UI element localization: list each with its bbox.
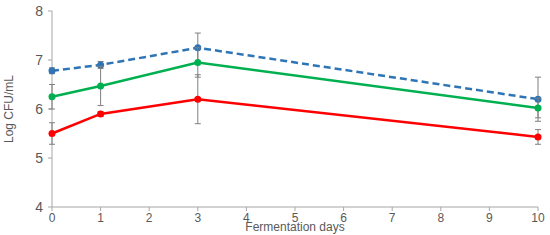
- error-cap: [49, 122, 55, 123]
- x-tick-label: 9: [486, 211, 493, 225]
- marker: [49, 130, 56, 137]
- error-cap: [535, 77, 541, 78]
- y-tick-label: 5: [35, 150, 43, 166]
- error-bar: [49, 68, 55, 74]
- marker: [97, 82, 104, 89]
- error-bar: [98, 66, 104, 105]
- error-cap: [98, 105, 104, 106]
- error-cap: [195, 123, 201, 124]
- error-cap: [98, 66, 104, 67]
- chart: 45678012345678910Fermentation daysLog CF…: [0, 0, 550, 235]
- x-tick-label: 8: [437, 211, 444, 225]
- error-bar: [195, 75, 201, 124]
- error-cap: [49, 144, 55, 145]
- x-tick-label: 0: [49, 211, 56, 225]
- y-tick: [48, 158, 52, 159]
- marker: [49, 67, 56, 74]
- error-bar: [195, 48, 201, 77]
- marker: [49, 93, 56, 100]
- error-cap: [195, 47, 201, 48]
- marker: [535, 133, 542, 140]
- x-tick-label: 10: [531, 211, 545, 225]
- x-tick-label: 2: [146, 211, 153, 225]
- error-bar: [49, 85, 55, 110]
- series-line: [52, 62, 538, 108]
- y-tick-label: 7: [35, 52, 43, 68]
- error-bar: [535, 130, 541, 145]
- error-cap: [535, 98, 541, 99]
- error-cap: [535, 117, 541, 118]
- error-cap: [49, 84, 55, 85]
- marker: [194, 59, 201, 66]
- marker: [97, 110, 104, 117]
- error-cap: [195, 74, 201, 75]
- marker: [535, 105, 542, 112]
- error-cap: [195, 33, 201, 34]
- error-cap: [535, 129, 541, 130]
- x-tick-label: 7: [389, 211, 396, 225]
- y-tick-label: 6: [35, 101, 43, 117]
- marker: [194, 96, 201, 103]
- error-cap: [535, 121, 541, 122]
- y-tick: [48, 11, 52, 12]
- error-cap: [49, 109, 55, 110]
- error-bar: [535, 77, 541, 121]
- y-tick-label: 8: [35, 3, 43, 19]
- plot-area: [49, 33, 542, 144]
- y-tick-label: 4: [35, 199, 43, 215]
- error-bar: [535, 98, 541, 118]
- y-axis-label: Log CFU/mL: [2, 75, 16, 143]
- y-tick: [48, 207, 52, 208]
- series-line: [52, 99, 538, 137]
- error-cap: [535, 144, 541, 145]
- x-axis-label: Fermentation days: [245, 220, 344, 234]
- error-stem: [538, 77, 539, 121]
- x-tick-label: 3: [194, 211, 201, 225]
- series-line: [52, 48, 538, 99]
- error-bar: [49, 123, 55, 145]
- x-tick-label: 1: [97, 211, 104, 225]
- y-tick: [48, 60, 52, 61]
